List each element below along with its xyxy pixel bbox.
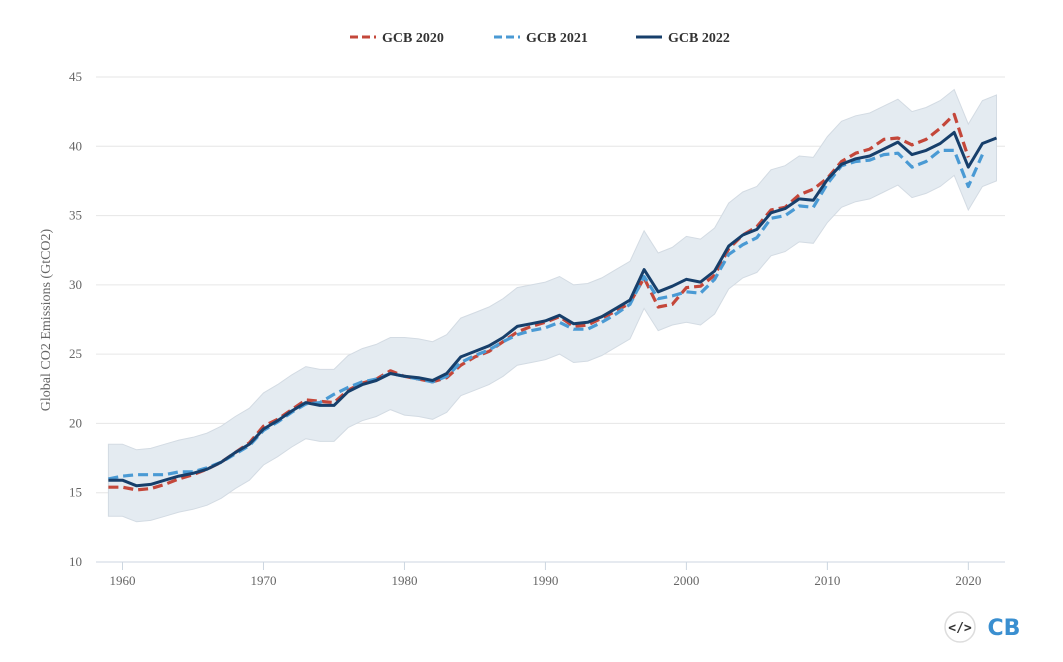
y-tick-label: 35 [69,208,82,223]
code-glyph: </> [948,621,972,636]
y-axis-label: Global CO2 Emissions (GtCO2) [39,228,54,411]
x-tick-label: 1970 [250,573,276,588]
series-line-gcb-2022 [108,130,998,488]
y-tick-label: 45 [69,69,82,84]
series-lines [108,112,998,492]
x-tick-label: 2010 [814,573,840,588]
legend: GCB 2020 GCB 2021 GCB 2022 [350,31,730,46]
x-axis-ticks: 1960 1970 1980 1990 2000 2010 2020 [110,562,981,588]
y-tick-label: 10 [69,554,82,569]
y-tick-label: 25 [69,346,82,361]
y-tick-label: 30 [69,277,82,292]
x-tick-label: 1960 [110,573,136,588]
y-tick-label: 40 [69,138,82,153]
legend-item-label: GCB 2022 [668,31,730,46]
x-tick-label: 2020 [955,573,981,588]
carbon-brief-logo: </> CB [944,611,1021,643]
x-tick-label: 1980 [391,573,417,588]
legend-item-label: GCB 2020 [382,31,444,46]
code-icon [944,611,976,643]
uncertainty-band [107,88,997,523]
y-tick-label: 15 [69,485,82,500]
legend-item-label: GCB 2021 [526,31,588,46]
logo-text: CB [988,616,1021,641]
y-axis-ticks: 10 15 20 25 30 35 40 45 [69,69,82,569]
x-tick-label: 1990 [532,573,558,588]
y-tick-label: 20 [69,415,82,430]
x-tick-label: 2000 [673,573,699,588]
